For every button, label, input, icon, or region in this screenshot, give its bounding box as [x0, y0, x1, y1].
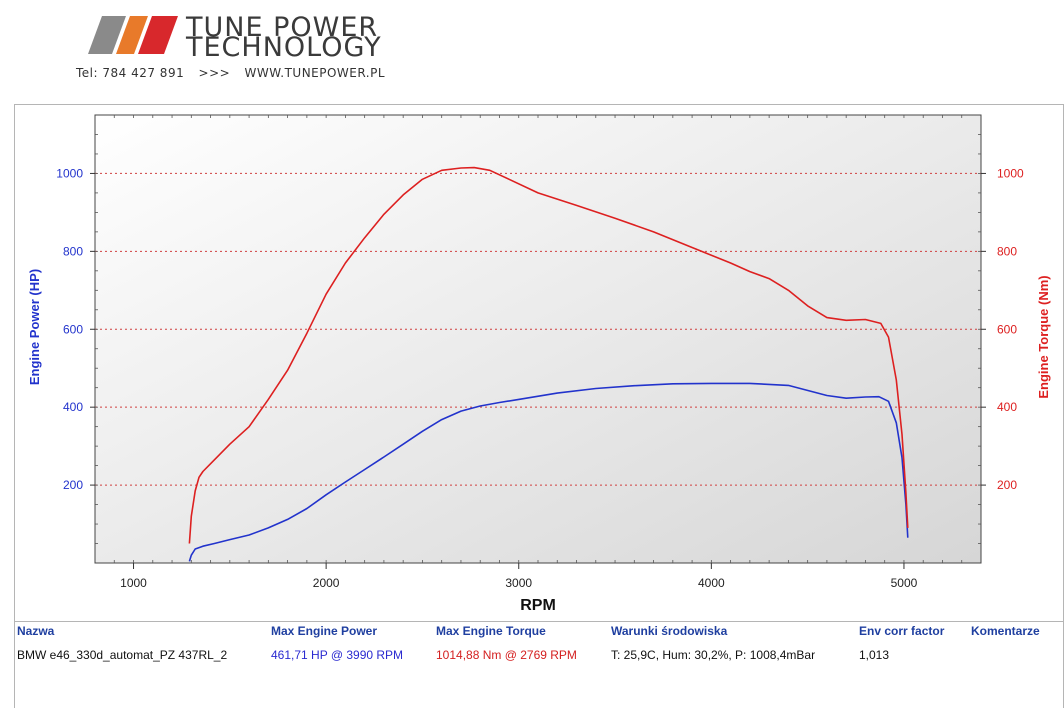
header-env: Env corr factor [859, 624, 945, 638]
brand-name-line2: TECHNOLOGY [186, 32, 382, 63]
y-tick-label-left: 400 [63, 400, 83, 414]
y-tick-label-right: 600 [997, 322, 1017, 336]
cell-conditions: T: 25,9C, Hum: 30,2%, P: 1008,4mBar [611, 648, 816, 662]
logo-stripe-gray [88, 16, 126, 54]
header-max-torque: Max Engine Torque [436, 624, 546, 638]
x-tick-label: 5000 [891, 576, 918, 590]
x-tick-label: 4000 [698, 576, 725, 590]
contact-separator: >>> [198, 66, 231, 80]
logo-stripe-orange [116, 16, 148, 54]
cell-env: 1,013 [859, 648, 890, 662]
cell-max-power: 461,71 HP @ 3990 RPM [271, 648, 404, 662]
x-tick-label: 1000 [120, 576, 147, 590]
logo-stripe-red [138, 16, 178, 54]
y-axis-label-right: Engine Torque (Nm) [1036, 275, 1051, 398]
contact-line: Tel: 784 427 891 >>> WWW.TUNEPOWER.PL [76, 66, 395, 80]
header-name: Nazwa [17, 624, 55, 638]
x-tick-label: 3000 [505, 576, 532, 590]
logo-icon [88, 16, 178, 54]
y-axis-label-left: Engine Power (HP) [27, 269, 42, 385]
y-tick-label-left: 800 [63, 244, 83, 258]
x-tick-label: 2000 [313, 576, 340, 590]
cell-name: BMW e46_330d_automat_PZ 437RL_2 [17, 648, 228, 662]
website-link[interactable]: WWW.TUNEPOWER.PL [244, 66, 386, 80]
y-tick-label-left: 1000 [56, 166, 83, 180]
power-curve-line [188, 382, 909, 562]
y-tick-label-right: 1000 [997, 166, 1024, 180]
brand-name-line1: TUNE POWER [186, 12, 379, 43]
y-tick-label-right: 200 [997, 478, 1017, 492]
header: TUNE POWER TECHNOLOGY Tel: 784 427 891 >… [0, 0, 1064, 100]
chart-frame: 200 400 600 800 1000 200 400 600 800 1000 1000 2000… [14, 104, 1064, 622]
x-axis-label: RPM [520, 597, 556, 614]
y-tick-label-left: 200 [63, 478, 83, 492]
y-tick-label-left: 600 [63, 322, 83, 336]
dyno-chart: 200 400 600 800 1000 200 400 600 800 1000 1000 2000… [27, 114, 1051, 614]
phone-number: Tel: 784 427 891 [76, 66, 185, 80]
torque-curve-line [188, 166, 909, 544]
plot-area [94, 114, 982, 564]
header-comments: Komentarze [971, 624, 1040, 638]
header-conditions: Warunki środowiska [611, 624, 728, 638]
y-tick-label-right: 400 [997, 400, 1017, 414]
results-table: Nazwa Max Engine Power Max Engine Torque… [14, 620, 1064, 708]
cell-max-torque: 1014,88 Nm @ 2769 RPM [436, 648, 577, 662]
header-max-power: Max Engine Power [271, 624, 378, 638]
y-tick-label-right: 800 [997, 244, 1017, 258]
